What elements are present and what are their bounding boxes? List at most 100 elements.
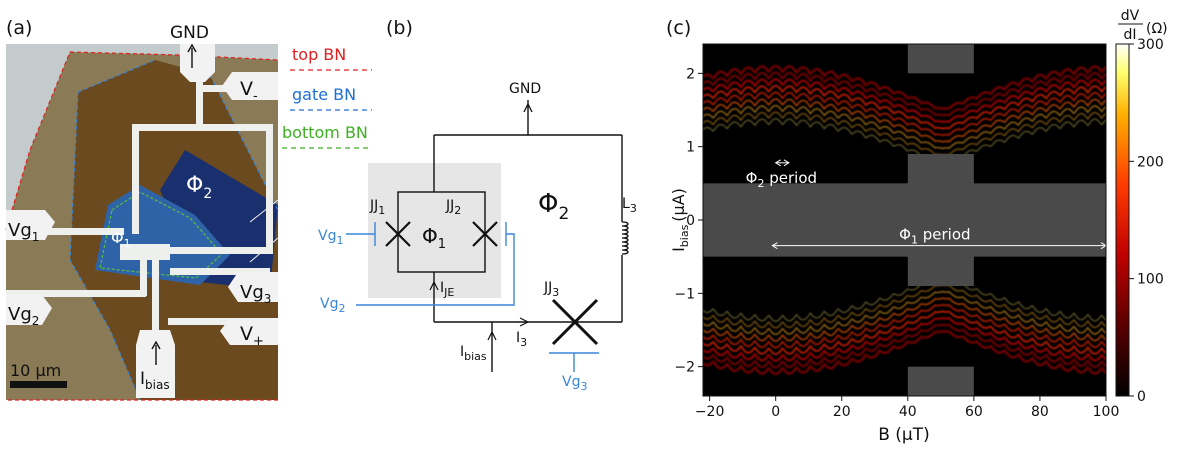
masked-region <box>703 183 1106 257</box>
panel-a-label: (a) <box>6 17 32 39</box>
colorbar: 0 100 200 300 dV dI (Ω) <box>1115 8 1168 405</box>
colorbar-label-num: dV <box>1121 8 1140 24</box>
label-jj2: JJ2 <box>445 198 461 217</box>
x-tick-label: 60 <box>965 404 983 420</box>
label-vg2-b: Vg2 <box>320 296 345 315</box>
x-tick-label: −20 <box>695 404 725 420</box>
bn-legend: top BN gate BN bottom BN <box>282 45 372 149</box>
label-vg3: Vg3 <box>240 282 271 306</box>
pad-vg2 <box>6 295 52 325</box>
heatmap-trace <box>703 104 1106 150</box>
pad-v-plus <box>220 318 278 345</box>
inset-line-bottom <box>249 237 279 263</box>
x-tick-label: 40 <box>899 404 917 420</box>
inset-line-top <box>249 199 279 223</box>
heatmap-trace <box>703 64 1106 111</box>
junction-jj3 <box>551 298 599 346</box>
label-v-minus: V- <box>240 78 258 104</box>
y-axis-label: Ibias(μA) <box>669 188 691 252</box>
i3-arrow <box>519 317 530 327</box>
colorbar-label-unit: (Ω) <box>1146 21 1168 37</box>
masked-region <box>907 366 974 396</box>
heatmap-negative-branch <box>703 277 1106 376</box>
gate-bn-outline <box>69 59 279 401</box>
heatmap-trace <box>703 329 1106 376</box>
period-annotation: Φ2 period <box>746 169 817 190</box>
colorbar-tick-label: 0 <box>1137 389 1146 405</box>
gnd-arrow-b <box>523 102 533 113</box>
heatmap-trace <box>703 316 1106 362</box>
heatmap-trace <box>703 290 1106 336</box>
label-phi1-a: Φ1 <box>111 228 131 250</box>
masked-region <box>907 44 974 74</box>
label-gnd-b: GND <box>509 81 541 97</box>
junction-jj2 <box>472 221 498 247</box>
label-vg1-b: Vg1 <box>318 228 343 247</box>
pad-vg1 <box>6 210 55 240</box>
panel-c-label: (c) <box>666 17 691 39</box>
label-v-plus: V+ <box>240 323 264 349</box>
heatmap-trace <box>703 111 1106 156</box>
micrograph <box>5 43 279 401</box>
pad-gnd <box>180 44 215 82</box>
label-phi2-b: Φ2 <box>538 189 569 224</box>
y-axis: −2 −1 0 1 2 <box>674 66 703 376</box>
heatmap-trace <box>703 71 1106 117</box>
inductor-l3 <box>621 221 629 255</box>
panel-b-label: (b) <box>386 17 413 39</box>
period-annotation: Φ1 period <box>899 226 970 247</box>
x-tick-label: 20 <box>833 404 851 420</box>
heatmap-trace <box>703 84 1106 130</box>
circuit-wires <box>397 100 623 372</box>
junction-jj1 <box>385 221 411 247</box>
y-tick-label: −1 <box>674 286 695 302</box>
label-ibias-b: Ibias <box>460 344 487 363</box>
colorbar-tick-label: 100 <box>1137 272 1164 288</box>
colorbar-ticks: 0 100 200 300 <box>1129 37 1164 405</box>
heatmap-trace <box>703 297 1106 342</box>
label-phi2-a: Φ2 <box>186 173 212 202</box>
label-jj1: JJ1 <box>369 198 385 217</box>
period-arrow-heads <box>774 159 790 167</box>
label-gnd: GND <box>170 23 209 43</box>
legend-gate-bn: gate BN <box>292 85 356 104</box>
pad-v-minus <box>222 72 278 100</box>
x-tick-label: 100 <box>1093 404 1120 420</box>
heatmap-positive-branch <box>703 64 1106 163</box>
x-axis-label: B (μT) <box>878 425 930 445</box>
label-vg1: Vg1 <box>8 220 39 244</box>
legend-bottom-bn: bottom BN <box>282 123 368 142</box>
top-bn-outline <box>5 51 279 401</box>
colorbar-tick-label: 200 <box>1137 154 1164 170</box>
heatmap-trace <box>703 303 1106 349</box>
label-phi1-b: Φ1 <box>422 224 446 252</box>
label-ije: IJE <box>440 280 454 299</box>
legend-top-bn: top BN <box>292 45 346 64</box>
heatmap-trace <box>703 310 1106 356</box>
heatmap-trace <box>703 323 1106 369</box>
y-tick-label: 2 <box>686 66 695 82</box>
heatmap-trace <box>703 98 1106 143</box>
heatmap-trace <box>703 118 1106 163</box>
label-l3: L3 <box>622 196 637 215</box>
label-ibias-a: Ibias <box>140 369 170 392</box>
colorbar-tick-label: 300 <box>1137 37 1164 53</box>
x-tick-label: 80 <box>1031 404 1049 420</box>
scale-bar-label: 10 μm <box>10 361 61 380</box>
heatmap-trace <box>703 78 1106 124</box>
gate-lines <box>346 222 599 372</box>
x-axis: −20 0 20 40 60 80 100 <box>695 396 1120 420</box>
colorbar-label-den: dI <box>1123 27 1136 43</box>
y-tick-label: 0 <box>686 213 695 229</box>
masked-region <box>907 154 974 286</box>
label-jj3: JJ3 <box>543 280 559 299</box>
masked-regions <box>703 44 1106 396</box>
panel-b: (b) GND L3 JJ1 JJ2 JJ3 Φ1 Φ2 <box>318 17 637 393</box>
ibias-arrow-b <box>487 330 497 341</box>
pad-vg3 <box>228 272 278 302</box>
ije-arrow <box>429 280 439 291</box>
heatmap-trace <box>703 284 1106 329</box>
label-vg3-b: Vg3 <box>562 374 587 393</box>
